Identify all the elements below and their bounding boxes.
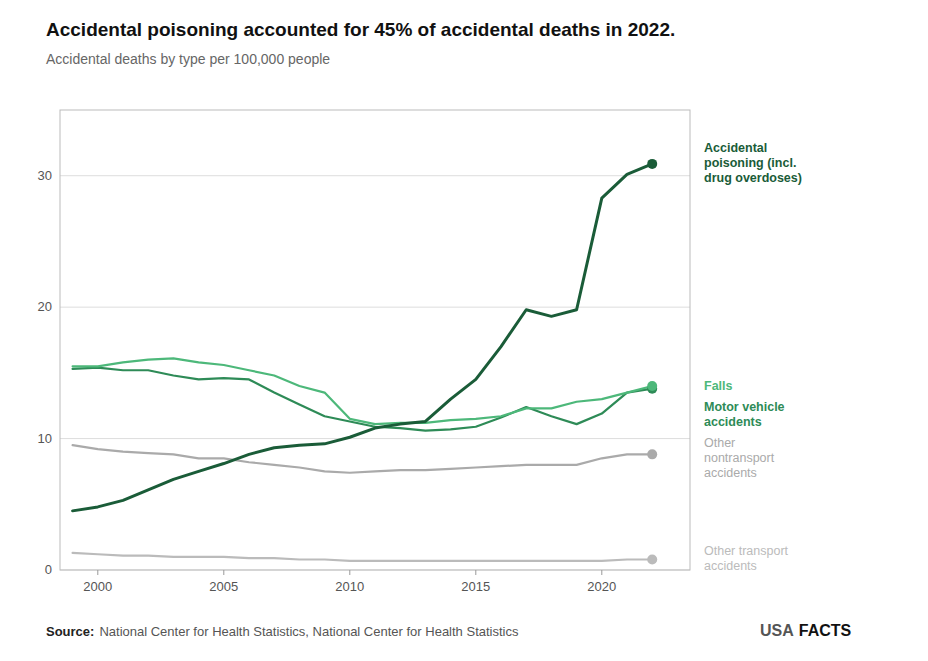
x-tick <box>601 570 602 575</box>
x-tick-label: 2015 <box>461 579 490 594</box>
x-tick-label: 2020 <box>587 579 616 594</box>
grid-line <box>60 438 690 439</box>
series-label: Motor vehicleaccidents <box>704 400 785 429</box>
grid-line <box>60 175 690 176</box>
plot-frame <box>60 110 690 570</box>
chart: Accidental poisoning accounted for 45% o… <box>0 0 928 661</box>
grid-line <box>60 307 690 308</box>
series-group <box>73 159 658 565</box>
series-label: Othernontransportaccidents <box>704 436 775 480</box>
end-marker <box>647 381 657 391</box>
logo-text: USA <box>760 622 794 639</box>
series-line <box>73 164 653 511</box>
y-tick-label: 30 <box>38 168 52 183</box>
series-line <box>73 445 653 473</box>
y-tick-label: 0 <box>45 562 52 577</box>
x-tick <box>349 570 350 575</box>
title: Accidental poisoning accounted for 45% o… <box>46 19 675 40</box>
y-tick-label: 20 <box>38 299 52 314</box>
subtitle: Accidental deaths by type per 100,000 pe… <box>46 51 330 67</box>
series-label: Accidentalpoisoning (incl.drug overdoses… <box>704 141 802 185</box>
logo-text: FACTS <box>799 622 852 639</box>
series-label: Other transportaccidents <box>704 544 789 573</box>
grid <box>60 176 690 570</box>
x-tick-label: 2000 <box>83 579 112 594</box>
x-tick <box>475 570 476 575</box>
x-tick <box>97 570 98 575</box>
series-line <box>73 358 653 424</box>
end-marker <box>647 554 657 564</box>
series-label: Falls <box>704 379 733 393</box>
x-tick <box>223 570 224 575</box>
x-tick-label: 2005 <box>209 579 238 594</box>
x-tick-label: 2010 <box>335 579 364 594</box>
y-tick-label: 10 <box>38 431 52 446</box>
source-text: National Center for Health Statistics, N… <box>99 624 519 639</box>
end-marker <box>647 449 657 459</box>
source-label: Source: <box>46 624 94 639</box>
end-marker <box>647 159 657 169</box>
series-line <box>73 553 653 561</box>
